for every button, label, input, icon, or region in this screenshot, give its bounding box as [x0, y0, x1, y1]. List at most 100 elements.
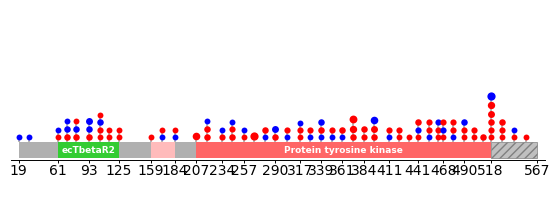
Point [228, 120, 236, 124]
Point [360, 128, 368, 131]
Point [498, 128, 507, 132]
Point [202, 127, 211, 131]
Point [192, 135, 201, 138]
Point [202, 135, 211, 139]
Point [317, 128, 326, 132]
Point [305, 135, 314, 139]
Point [448, 135, 457, 139]
Point [349, 135, 358, 139]
Point [170, 128, 179, 132]
Point [271, 135, 279, 139]
Point [448, 121, 457, 124]
Point [385, 128, 394, 132]
Point [498, 121, 507, 124]
Point [521, 135, 530, 139]
Bar [19, 142, 58, 158]
Point [84, 135, 93, 139]
Point [158, 128, 167, 132]
Point [469, 135, 478, 139]
Point [261, 128, 270, 132]
Point [469, 128, 478, 132]
Point [425, 128, 433, 132]
Point [84, 127, 93, 131]
Point [114, 128, 123, 132]
Point [96, 128, 104, 132]
Point [370, 127, 378, 130]
Point [72, 135, 81, 139]
Point [218, 135, 227, 139]
Point [486, 135, 495, 139]
Point [486, 104, 495, 107]
Point [327, 128, 336, 132]
Point [448, 128, 457, 132]
Point [385, 135, 394, 139]
Point [218, 128, 227, 132]
Text: Protein tyrosine kinase: Protein tyrosine kinase [284, 146, 403, 155]
Point [486, 112, 495, 116]
Point [261, 135, 270, 139]
Bar [196, 142, 491, 158]
Point [283, 135, 292, 139]
Point [62, 120, 71, 123]
Point [433, 121, 442, 124]
Point [370, 118, 378, 122]
Point [414, 121, 422, 124]
Point [439, 121, 448, 124]
Text: ecTbetaR2: ecTbetaR2 [62, 146, 116, 155]
Point [338, 135, 346, 139]
Point [25, 135, 34, 139]
Point [327, 135, 336, 139]
Point [414, 128, 422, 132]
Point [486, 121, 495, 124]
Point [283, 128, 292, 132]
Point [239, 135, 248, 139]
Point [394, 135, 403, 139]
Point [433, 135, 442, 139]
Point [414, 135, 422, 139]
Point [349, 118, 358, 121]
Point [349, 127, 358, 130]
Point [147, 135, 156, 139]
Point [510, 135, 519, 139]
Point [460, 128, 469, 132]
Point [239, 128, 248, 132]
Point [486, 94, 495, 98]
Bar [491, 142, 537, 158]
Point [439, 135, 448, 139]
Point [405, 135, 414, 139]
Bar [58, 142, 119, 158]
Point [72, 127, 81, 131]
Point [439, 128, 448, 132]
Point [370, 135, 378, 139]
Point [84, 119, 93, 123]
Point [338, 128, 346, 132]
Point [114, 135, 123, 139]
Point [510, 128, 519, 132]
Point [296, 128, 305, 132]
Point [250, 134, 258, 138]
Point [425, 135, 433, 139]
Point [305, 128, 314, 132]
Point [296, 121, 305, 124]
Point [105, 128, 114, 132]
Point [14, 135, 23, 139]
Point [96, 121, 104, 124]
Point [317, 135, 326, 139]
Point [460, 121, 469, 124]
Point [394, 128, 403, 132]
Point [478, 135, 487, 139]
Point [202, 120, 211, 123]
Point [296, 135, 305, 139]
Point [228, 127, 236, 131]
Point [433, 128, 442, 132]
Point [96, 135, 104, 139]
Point [360, 135, 368, 139]
Point [72, 120, 81, 123]
Point [158, 135, 167, 139]
Point [317, 120, 326, 124]
Point [96, 113, 104, 116]
Point [170, 135, 179, 139]
Point [105, 135, 114, 139]
Point [54, 135, 63, 139]
Point [486, 128, 495, 132]
